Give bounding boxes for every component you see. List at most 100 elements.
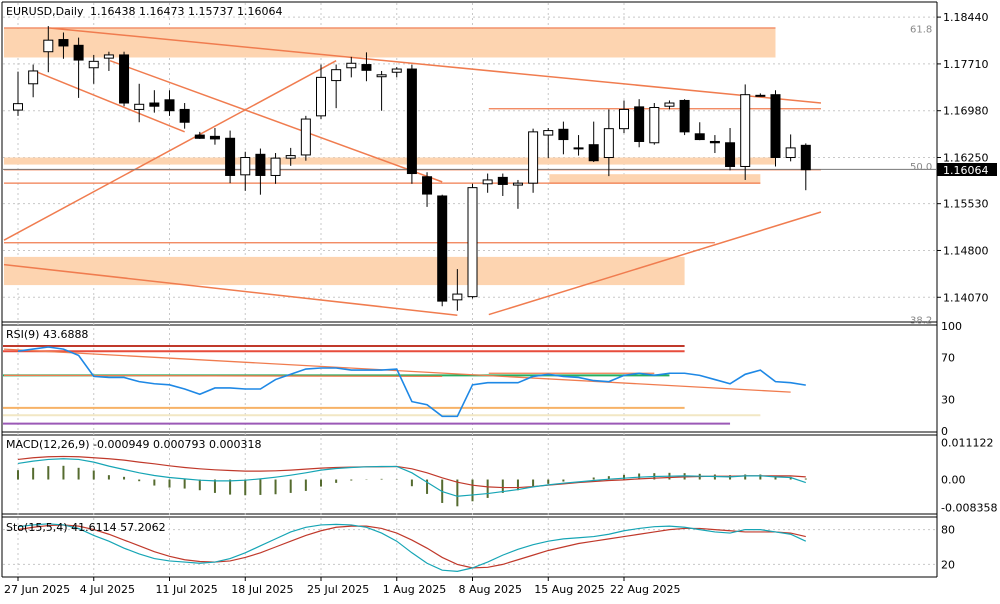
stochastic-axis-label: 20 xyxy=(941,558,955,571)
macd-panel xyxy=(17,455,807,507)
candle-bearish xyxy=(149,102,160,107)
candle-bearish xyxy=(755,94,766,97)
axes: 1.18440 1.17710 1.16980 1.16250 1.15530 1.148… xyxy=(4,11,997,596)
trendline xyxy=(109,59,443,183)
trendline xyxy=(34,70,185,133)
price-axis-label: 1.17710 xyxy=(943,58,989,71)
supply-demand-zone xyxy=(549,174,761,184)
date-axis-label: 15 Aug 2025 xyxy=(534,583,604,596)
date-axis-label: 4 Jul 2025 xyxy=(80,583,135,596)
price-axis-label: 1.16980 xyxy=(943,105,989,118)
candle-bullish xyxy=(88,60,99,69)
candle-bullish xyxy=(391,68,402,73)
supply-demand-zone xyxy=(4,28,776,58)
macd-signal-line xyxy=(17,455,806,489)
price-zones xyxy=(4,28,776,286)
price-axis-label: 1.14070 xyxy=(943,291,989,304)
candle-bullish xyxy=(300,118,311,156)
candle-bullish xyxy=(528,131,539,184)
stochastic-main-line xyxy=(17,523,807,572)
candle-bullish xyxy=(285,155,296,159)
macd-main-line xyxy=(17,458,806,497)
candle-bearish xyxy=(194,134,205,139)
candle-bullish xyxy=(134,103,145,110)
candle-bullish xyxy=(103,54,114,59)
candle-bearish xyxy=(770,94,781,159)
rsi-axis-label: 30 xyxy=(941,394,955,407)
candle-bearish xyxy=(164,99,175,112)
candle-bearish xyxy=(255,153,266,176)
candle-bullish xyxy=(603,128,614,159)
date-axis-label: 1 Aug 2025 xyxy=(383,583,446,596)
candle-bullish xyxy=(467,187,478,298)
fib-label: 61.8 xyxy=(910,25,932,36)
rsi-axis-label: 70 xyxy=(941,352,955,365)
supply-demand-zone xyxy=(4,157,776,165)
candle-bearish xyxy=(179,108,190,123)
trendline xyxy=(49,27,822,104)
candle-bullish xyxy=(376,74,387,78)
candle-bullish xyxy=(240,157,251,176)
candle-bullish xyxy=(664,102,675,107)
fib-label: 38.2 xyxy=(910,316,932,327)
trendline xyxy=(488,211,822,316)
date-axis-label: 18 Jul 2025 xyxy=(231,583,293,596)
current-price-tag: 1.16064 xyxy=(937,163,997,177)
candle-bearish xyxy=(694,133,705,141)
stochastic-header: Sto(15,5,4) 41.6114 57.2062 xyxy=(6,521,166,534)
stochastic-axis-label: 80 xyxy=(941,524,955,537)
supply-demand-zone xyxy=(4,256,685,286)
candle-bullish xyxy=(740,94,751,167)
candle-bullish xyxy=(28,70,39,85)
candle-bullish xyxy=(270,157,281,176)
candle-bearish xyxy=(73,44,84,61)
date-axis-label: 25 Jul 2025 xyxy=(307,583,369,596)
candle-bullish xyxy=(346,62,357,69)
price-axis-label: 1.18440 xyxy=(943,11,989,24)
candle-bullish xyxy=(573,147,584,150)
fib-label: 50.0 xyxy=(910,162,932,173)
candle-bullish xyxy=(619,108,629,130)
candle-bullish xyxy=(649,107,660,144)
rsi-axis-label: 100 xyxy=(941,320,962,333)
candle-bearish xyxy=(406,68,417,175)
candle-bearish xyxy=(209,135,220,140)
candle-bearish xyxy=(497,176,508,185)
candle-bullish xyxy=(316,76,326,117)
candle-bearish xyxy=(422,176,433,195)
date-axis-label: 11 Jul 2025 xyxy=(156,583,218,596)
candle-bearish xyxy=(361,64,372,71)
candle-bullish xyxy=(13,103,23,111)
rsi-axis-label: 0 xyxy=(941,425,948,438)
rsi-header: RSI(9) 43.6888 xyxy=(6,328,88,341)
candle-bearish xyxy=(225,137,236,176)
date-axis-label: 8 Aug 2025 xyxy=(459,583,522,596)
macd-header: MACD(12,26,9) -0.000949 0.000793 0.00031… xyxy=(6,438,261,451)
candle-bearish xyxy=(634,106,645,142)
price-header-ohlc: 1.16438 1.16473 1.15737 1.16064 xyxy=(90,5,282,18)
candle-bearish xyxy=(558,128,569,141)
rsi-line xyxy=(17,346,806,418)
candle-bearish xyxy=(588,144,599,162)
trendline xyxy=(3,263,458,316)
candle-bullish xyxy=(482,179,493,185)
stochastic-panel xyxy=(3,523,936,572)
candle-bullish xyxy=(331,69,342,82)
candle-bearish xyxy=(709,140,720,144)
date-axis-label: 22 Aug 2025 xyxy=(610,583,680,596)
candle-bearish xyxy=(679,99,690,133)
candle-bullish xyxy=(543,130,554,136)
candle-bullish xyxy=(785,147,796,159)
price-header-symbol: EURUSD,Daily xyxy=(6,5,84,18)
macd-axis-label: 0.00 xyxy=(941,474,966,487)
candle-bearish xyxy=(800,144,811,171)
rsi-panel xyxy=(3,344,806,425)
current-price-label: 1.16064 xyxy=(943,164,989,177)
candle-bullish xyxy=(512,182,523,186)
macd-axis-label: -0.008358 xyxy=(941,502,997,515)
candle-bearish xyxy=(58,39,69,47)
candles xyxy=(13,26,811,311)
